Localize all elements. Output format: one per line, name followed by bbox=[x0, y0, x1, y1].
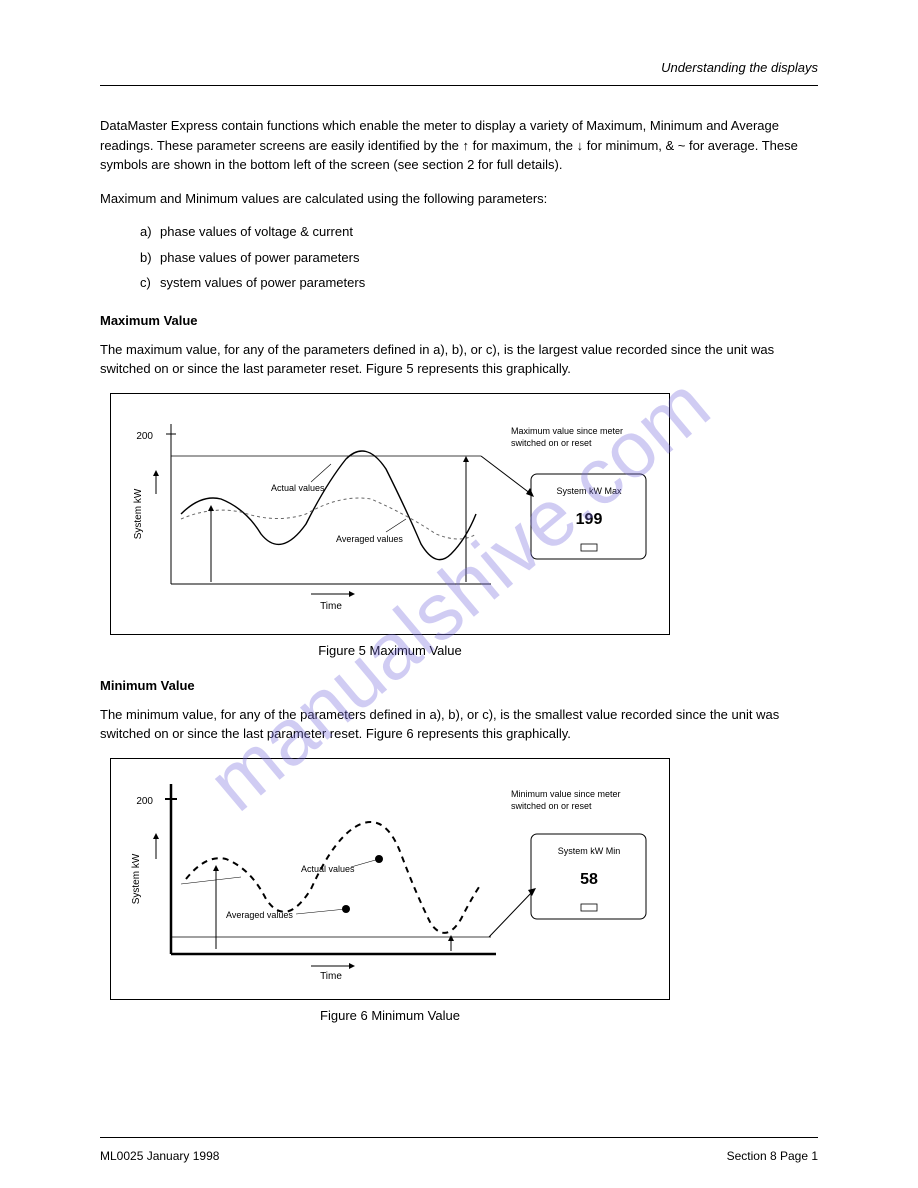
y-axis-label: System kW bbox=[131, 853, 142, 904]
list-text: phase values of voltage & current bbox=[160, 222, 353, 242]
x-axis-label: Time bbox=[320, 601, 342, 612]
averaged-curve bbox=[181, 498, 476, 539]
min-heading: Minimum Value bbox=[100, 678, 818, 693]
page-footer: ML0025 January 1998 Section 8 Page 1 bbox=[100, 1149, 818, 1163]
list-item-b: b) phase values of power parameters bbox=[140, 248, 818, 268]
footer-right: Section 8 Page 1 bbox=[727, 1149, 818, 1163]
figure-5-svg: 200 System kW Time Actual va bbox=[111, 394, 671, 629]
figure-5-caption: Figure 5 Maximum Value bbox=[100, 643, 680, 658]
list-text: system values of power parameters bbox=[160, 273, 365, 293]
list-label: b) bbox=[140, 248, 160, 268]
header-section-title: Understanding the displays bbox=[100, 60, 818, 75]
y-tick-label: 200 bbox=[136, 796, 153, 807]
list-item-c: c) system values of power parameters bbox=[140, 273, 818, 293]
figure-6-caption: Figure 6 Minimum Value bbox=[100, 1008, 680, 1023]
intro-paragraph-1: DataMaster Express contain functions whi… bbox=[100, 116, 818, 175]
actual-label: Actual values bbox=[301, 864, 355, 874]
figure-5-diagram: 200 System kW Time Actual va bbox=[110, 393, 670, 635]
footer-left: ML0025 January 1998 bbox=[100, 1149, 219, 1163]
list-label: a) bbox=[140, 222, 160, 242]
actual-label: Actual values bbox=[271, 483, 325, 493]
max-text: The maximum value, for any of the parame… bbox=[100, 340, 818, 379]
averaged-label: Averaged values bbox=[336, 534, 403, 544]
max-heading: Maximum Value bbox=[100, 313, 818, 328]
display-line2: 199 bbox=[576, 511, 603, 528]
max-annotation-1: Maximum value since meter bbox=[511, 426, 623, 436]
min-annotation-1: Minimum value since meter bbox=[511, 789, 621, 799]
list-item-a: a) phase values of voltage & current bbox=[140, 222, 818, 242]
averaged-label: Averaged values bbox=[226, 910, 293, 920]
list-text: phase values of power parameters bbox=[160, 248, 359, 268]
figure-6-diagram: 200 System kW Time bbox=[110, 758, 670, 1000]
min-annotation-2: switched on or reset bbox=[511, 801, 592, 811]
figure-6-svg: 200 System kW Time bbox=[111, 759, 671, 994]
page-content: Understanding the displays DataMaster Ex… bbox=[100, 60, 818, 1043]
intro-paragraph-2: Maximum and Minimum values are calculate… bbox=[100, 189, 818, 209]
header-rule bbox=[100, 85, 818, 86]
actual-curve bbox=[181, 451, 476, 560]
y-axis-label: System kW bbox=[133, 488, 144, 539]
max-annotation-2: switched on or reset bbox=[511, 438, 592, 448]
x-axis-label: Time bbox=[320, 971, 342, 982]
display-line2: 58 bbox=[580, 871, 598, 888]
min-text: The minimum value, for any of the parame… bbox=[100, 705, 818, 744]
footer-rule bbox=[100, 1137, 818, 1138]
display-line1: System kW Max bbox=[556, 486, 622, 496]
y-tick-label: 200 bbox=[136, 431, 153, 442]
list-label: c) bbox=[140, 273, 160, 293]
display-line1: System kW Min bbox=[558, 846, 621, 856]
